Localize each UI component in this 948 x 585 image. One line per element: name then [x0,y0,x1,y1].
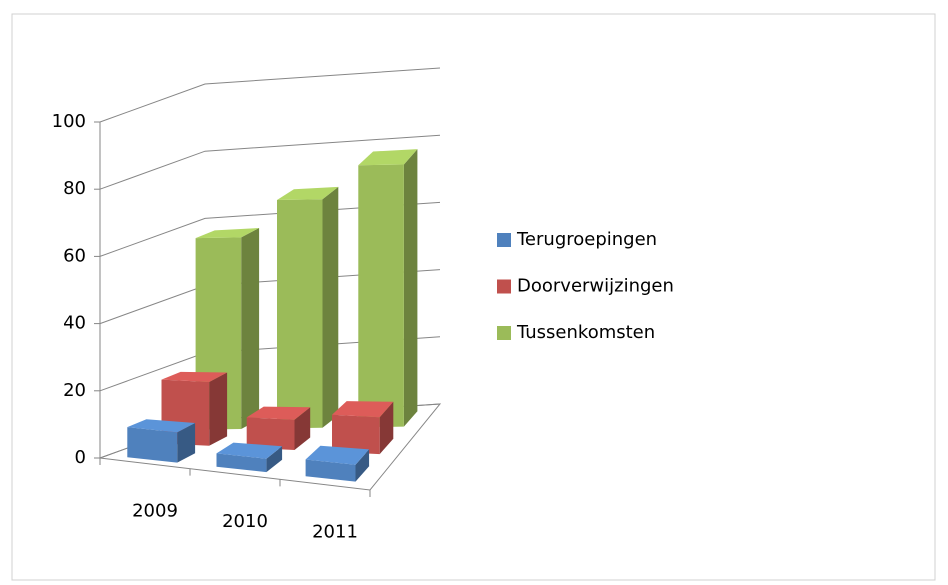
grid-line [99,134,441,190]
bar-front [305,459,356,482]
legend-label: Tussenkomsten [516,322,655,343]
bar-top [358,149,418,166]
bar [332,401,394,455]
y-tick-label: 60 [63,245,86,266]
bar-side [403,149,418,427]
legend-label: Doorverwijzingen [517,276,674,297]
bar-top [305,445,370,465]
bar [127,419,196,463]
bar-front [216,453,267,473]
bar-side [209,372,228,446]
legend-swatch [497,233,511,247]
bar-top [332,401,394,418]
bar-top [195,228,260,239]
bar-top [246,406,311,420]
x-tick-label: 2009 [132,500,178,521]
y-tick-label: 80 [63,178,86,199]
bar [216,442,283,473]
bar-front [277,199,323,429]
legend-swatch [497,279,511,294]
y-tick-label: 0 [75,447,86,468]
bar-top [161,371,228,382]
bar [358,149,418,428]
legend-swatch [497,326,511,340]
bar-side [177,423,196,463]
bar-side [355,449,370,482]
bar-side [379,401,394,455]
chart-frame [11,13,936,581]
bar-side [266,446,283,473]
bar [246,406,311,450]
x-tick-label: 2011 [312,522,358,543]
bar-front [358,164,404,428]
bar-front [127,427,178,463]
bar-top [277,186,339,200]
x-tick-label: 2010 [222,511,268,532]
y-tick-label: 40 [63,313,86,334]
legend-label: Terugroepingen [516,229,657,250]
y-tick-label: 20 [63,380,86,401]
y-tick-label: 100 [52,111,86,132]
bar-top [127,419,196,433]
bar [277,186,339,429]
bar-side [294,407,311,450]
bar-front [332,414,380,455]
bar-top [216,442,283,459]
bar-front [246,417,295,450]
bar-side [322,186,339,428]
bar-side [241,228,260,429]
grid-line [99,67,441,123]
bar [305,445,370,482]
